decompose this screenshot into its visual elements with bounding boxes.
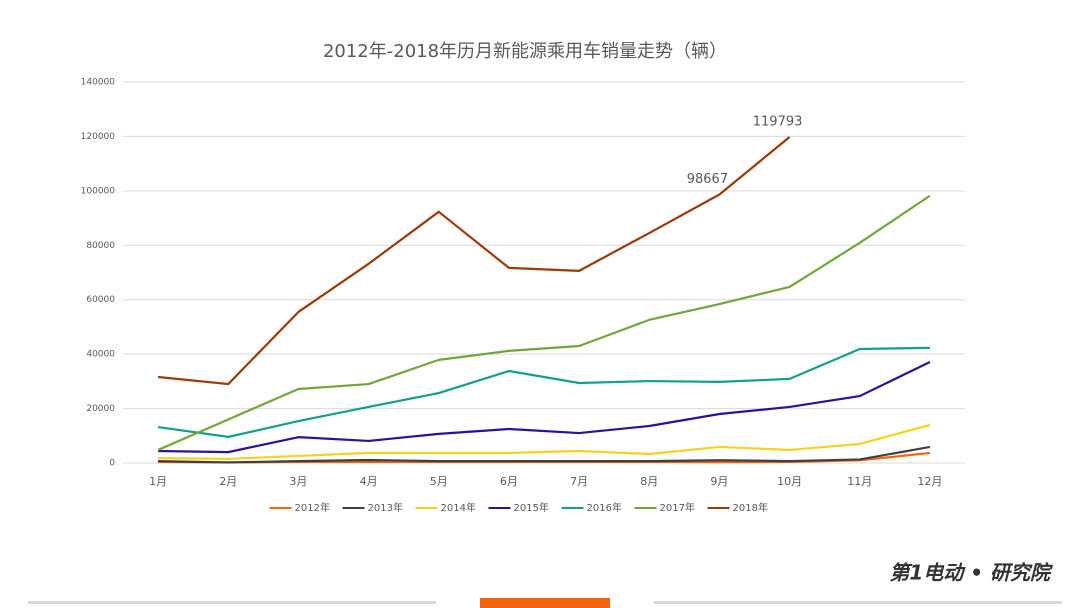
x-tick-label: 8月: [640, 475, 658, 488]
data-label: 98667: [687, 172, 728, 187]
x-tick-label: 12月: [917, 475, 942, 488]
legend-label: 2016年: [587, 501, 622, 514]
y-tick-label: 140000: [81, 78, 116, 88]
legend-label: 2018年: [733, 501, 768, 514]
footer-accent: [480, 598, 610, 608]
x-tick-label: 2月: [219, 475, 237, 488]
legend-label: 2017年: [660, 501, 695, 514]
x-tick-label: 6月: [500, 475, 518, 488]
logo: 第1电动 • 研究院: [889, 561, 1054, 585]
y-tick-label: 20000: [86, 404, 115, 414]
series-line: [157, 136, 791, 386]
x-tick-label: 10月: [777, 475, 802, 488]
x-tick-label: 4月: [360, 475, 378, 488]
footer-bar: [28, 601, 436, 604]
y-tick-label: 100000: [81, 186, 116, 196]
y-tick-label: 120000: [81, 132, 116, 142]
series-line: [158, 423, 931, 461]
x-tick-label: 11月: [847, 475, 872, 488]
legend-label: 2015年: [514, 501, 549, 514]
y-tick-label: 0: [109, 459, 115, 469]
y-tick-label: 60000: [86, 295, 115, 305]
legend-label: 2013年: [368, 501, 403, 514]
x-tick-label: 7月: [570, 475, 588, 488]
x-tick-label: 9月: [710, 475, 728, 488]
series-line: [158, 445, 931, 464]
series-line: [158, 361, 931, 454]
series-line: [157, 346, 930, 438]
x-tick-label: 3月: [289, 475, 307, 488]
chart-title: 2012年-2018年历月新能源乘用车销量走势（辆）: [323, 41, 727, 62]
y-tick-label: 40000: [86, 350, 115, 360]
x-tick-label: 5月: [430, 475, 448, 488]
footer-bar: [654, 601, 1062, 604]
x-tick-label: 1月: [149, 475, 167, 488]
data-label: 119793: [753, 114, 803, 129]
y-tick-label: 80000: [86, 241, 115, 251]
series-line: [157, 194, 931, 451]
legend-label: 2014年: [441, 501, 476, 514]
legend-label: 2012年: [295, 501, 330, 514]
